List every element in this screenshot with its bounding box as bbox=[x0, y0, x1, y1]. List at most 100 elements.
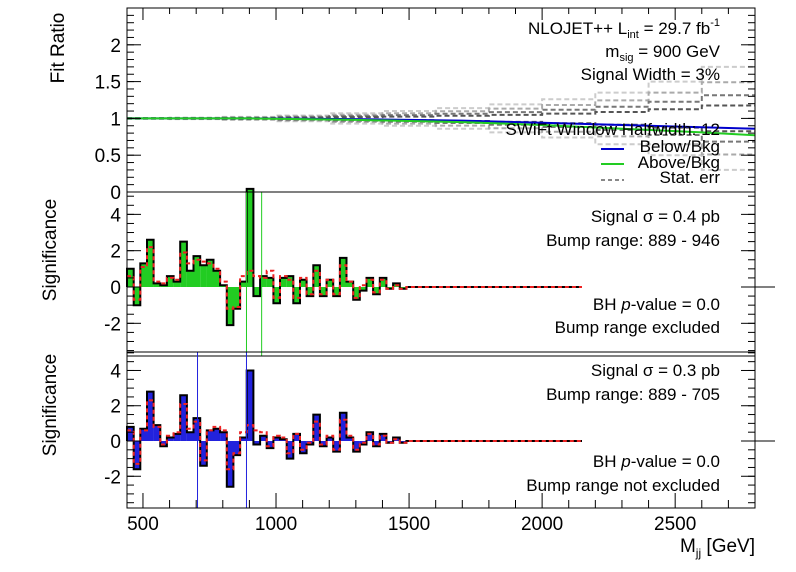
above-bar bbox=[173, 281, 181, 287]
above-bar bbox=[253, 287, 261, 297]
below-bar bbox=[147, 391, 154, 441]
significance-below-y-ticks: 4 2 0 -2 bbox=[104, 352, 755, 504]
above-bar bbox=[313, 265, 320, 287]
x-tick-label: 500 bbox=[127, 514, 159, 535]
below-bar bbox=[300, 441, 307, 454]
x-tick-label: 1000 bbox=[255, 514, 297, 535]
lumi-symbol: L bbox=[618, 19, 627, 38]
below-bar bbox=[213, 428, 221, 441]
series-above-bkg bbox=[127, 117, 756, 137]
mass-value: = 900 GeV bbox=[634, 42, 721, 61]
x-tick-label: 2000 bbox=[521, 514, 563, 535]
below-bar bbox=[379, 433, 387, 441]
above-y-tick-label: -2 bbox=[104, 314, 121, 335]
below-bar bbox=[273, 437, 281, 441]
significance-above-bump-lines bbox=[245, 192, 263, 356]
below-bar bbox=[140, 428, 147, 441]
below-bar bbox=[373, 441, 380, 447]
above-bar bbox=[286, 276, 294, 287]
below-bar bbox=[313, 414, 320, 441]
generator-label: NLOJET++ bbox=[528, 19, 613, 38]
significance-above-bars bbox=[126, 187, 582, 327]
stat-err-up-1 bbox=[127, 81, 755, 120]
above-bar bbox=[166, 276, 174, 287]
y-tick-label: 0 bbox=[110, 183, 121, 204]
mass-symbol: m bbox=[605, 42, 619, 61]
above-bar bbox=[273, 287, 281, 304]
above-bar bbox=[180, 241, 187, 287]
significance-below-panel: 4 2 0 -2 500 1000 1500 2000 2500 Significance S… bbox=[40, 8, 775, 535]
lumi-superscript: -1 bbox=[710, 17, 720, 29]
bump-status-below: Bump range not excluded bbox=[526, 476, 720, 495]
below-bar bbox=[166, 437, 174, 441]
mass-annotation: msig = 900 GeV bbox=[605, 42, 720, 64]
below-bar bbox=[220, 432, 227, 441]
below-y-tick-label: 4 bbox=[110, 361, 121, 382]
above-outline bbox=[126, 187, 582, 327]
above-bar bbox=[379, 277, 387, 287]
above-bar bbox=[133, 287, 141, 306]
below-bar bbox=[366, 432, 374, 441]
above-bar bbox=[359, 287, 367, 291]
x-axis-label: Mjj [GeV] bbox=[680, 536, 755, 560]
y-tick-label: 1.5 bbox=[95, 73, 121, 94]
above-bar bbox=[373, 287, 380, 295]
above-bar bbox=[339, 257, 347, 287]
x-axis-label-main: M bbox=[680, 536, 696, 557]
above-bar bbox=[280, 277, 287, 287]
above-bar bbox=[147, 239, 154, 287]
lumi-annotation: NLOJET++ Lint = 29.7 fb-1 bbox=[528, 17, 720, 41]
x-axis-label-unit: [GeV] bbox=[701, 536, 755, 557]
y-tick-label: 1 bbox=[110, 109, 121, 130]
above-bar bbox=[293, 287, 300, 304]
significance-above-panel: 4 2 0 -2 Significance Signal σ = 0.4 pb Bum… bbox=[40, 187, 775, 357]
fit-ratio-y-label: Fit Ratio bbox=[48, 13, 69, 84]
below-bar bbox=[333, 441, 340, 452]
below-bar bbox=[286, 441, 294, 459]
below-bar bbox=[233, 441, 241, 456]
significance-above-y-label: Significance bbox=[40, 199, 61, 301]
above-bar bbox=[319, 287, 327, 297]
below-bar bbox=[173, 433, 181, 441]
lumi-value: = 29.7 fb bbox=[639, 19, 710, 38]
below-bar bbox=[326, 437, 334, 441]
above-bar bbox=[346, 281, 354, 287]
mass-subscript: sig bbox=[619, 52, 633, 64]
below-bar bbox=[319, 441, 327, 447]
below-bar bbox=[240, 437, 247, 441]
below-bar bbox=[260, 435, 267, 441]
below-expected bbox=[127, 399, 582, 471]
below-bar bbox=[293, 433, 300, 441]
above-bar bbox=[333, 287, 340, 297]
below-bar bbox=[226, 441, 234, 487]
above-bar bbox=[240, 281, 247, 287]
stat-err-up-2 bbox=[127, 94, 755, 120]
above-bar bbox=[226, 287, 234, 326]
below-bar bbox=[246, 370, 254, 441]
below-bar bbox=[346, 437, 354, 441]
significance-below-bars bbox=[126, 369, 582, 488]
below-bar bbox=[186, 432, 194, 441]
bh-pvalue-below: BH p-value = 0.0 bbox=[593, 452, 720, 471]
above-y-tick-label: 2 bbox=[110, 242, 121, 263]
significance-below-y-label: Significance bbox=[40, 354, 61, 456]
above-bar bbox=[153, 283, 161, 287]
below-bar bbox=[266, 441, 274, 449]
lumi-subscript: int bbox=[627, 29, 639, 41]
above-y-tick-label: 0 bbox=[110, 278, 121, 299]
above-bar bbox=[193, 256, 201, 287]
above-bar bbox=[246, 188, 254, 287]
bump-range-below: Bump range: 889 - 705 bbox=[546, 385, 720, 404]
window-annotation: SWiFt Window Halfwidth: 12 bbox=[506, 120, 720, 139]
significance-above-y-ticks: 4 2 0 -2 bbox=[104, 195, 755, 352]
bh-suffix: -value = 0.0 bbox=[631, 295, 720, 314]
bh-prefix: BH bbox=[593, 452, 621, 471]
above-bar bbox=[300, 279, 307, 287]
above-bar bbox=[266, 277, 274, 287]
bh-pvalue-above: BH p-value = 0.0 bbox=[593, 295, 720, 314]
below-bar bbox=[339, 412, 347, 441]
signal-width-annotation: Signal Width = 3% bbox=[581, 65, 720, 84]
below-y-tick-label: -2 bbox=[104, 467, 121, 488]
x-tick-label: 2500 bbox=[654, 514, 696, 535]
